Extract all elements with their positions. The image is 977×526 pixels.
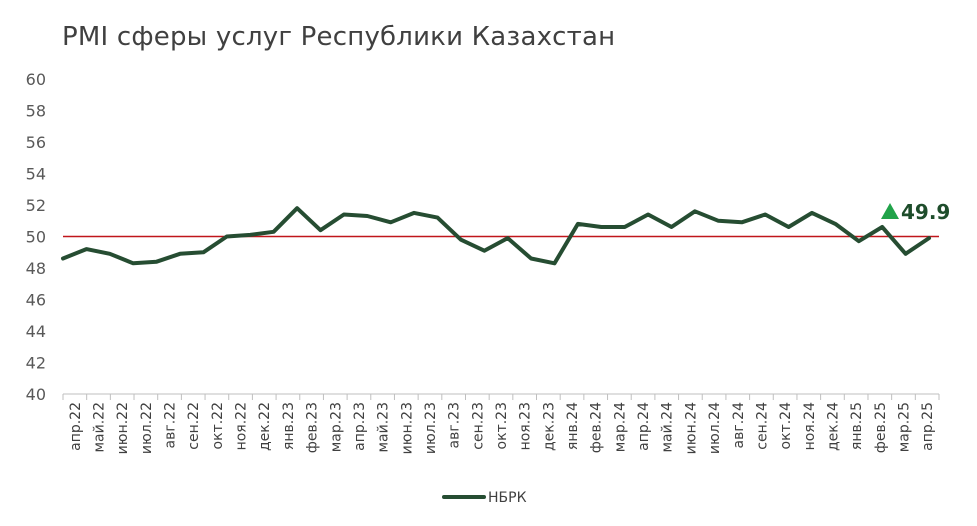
- x-tick-label: янв.24: [565, 402, 581, 450]
- x-tick-label: янв.25: [849, 402, 865, 450]
- x-tick-label: июн.22: [115, 402, 131, 454]
- x-axis-labels: апр.22 май.22 июн.22 июл.22 авг.22 сен.22 окт.…: [68, 402, 936, 454]
- up-triangle-icon: [881, 203, 899, 219]
- x-tick-label: мар.25: [896, 402, 912, 452]
- y-tick-label: 44: [26, 322, 46, 341]
- y-tick-label: 52: [26, 196, 46, 215]
- x-tick-label: авг.24: [731, 402, 747, 449]
- x-tick-label: апр.23: [352, 402, 368, 451]
- x-tick-label: май.22: [92, 402, 108, 453]
- y-tick-label: 46: [26, 291, 46, 310]
- y-tick-label: 54: [26, 165, 46, 184]
- y-tick-label: 48: [26, 259, 46, 278]
- x-tick-label: дек.24: [825, 402, 841, 451]
- x-tick-label: апр.22: [68, 402, 84, 451]
- x-tick-label: ноя.22: [234, 402, 250, 450]
- x-tick-label: авг.23: [447, 402, 463, 448]
- x-tick-label: июн.24: [683, 402, 699, 454]
- x-tick-label: окт.24: [778, 402, 794, 450]
- x-tick-label: сен.22: [186, 402, 202, 450]
- y-tick-label: 50: [26, 228, 46, 247]
- x-tick-label: янв.23: [281, 402, 297, 450]
- legend-label: НБРК: [488, 490, 527, 506]
- x-tick-label: май.24: [660, 402, 676, 453]
- series-line-nbrk: [61, 206, 931, 266]
- last-value-label: 49.9: [901, 200, 950, 224]
- x-tick-label: дек.23: [541, 402, 557, 451]
- x-tick-label: сен.23: [470, 402, 486, 450]
- x-tick-label: май.23: [376, 402, 392, 453]
- x-tick-label: фев.23: [305, 402, 321, 453]
- y-tick-label: 56: [26, 133, 46, 152]
- x-tick-label: окт.23: [494, 402, 510, 449]
- x-tick-label: авг.22: [163, 402, 179, 448]
- x-tick-label: окт.22: [210, 402, 226, 449]
- y-tick-label: 42: [26, 354, 46, 373]
- x-tick-label: июл.22: [139, 402, 155, 454]
- x-tick-label: апр.25: [920, 402, 936, 451]
- x-tick-label: фев.25: [873, 402, 889, 453]
- x-tick-label: сен.24: [754, 402, 770, 450]
- y-tick-label: 58: [26, 102, 46, 121]
- x-tick-label: мар.23: [328, 402, 344, 452]
- y-tick-label: 60: [26, 70, 46, 89]
- x-tick-label: июл.24: [707, 402, 723, 454]
- x-axis-tick-marks: [62, 394, 940, 400]
- x-tick-label: ноя.24: [802, 402, 818, 450]
- x-tick-label: мар.24: [612, 402, 628, 452]
- x-tick-label: июл.23: [423, 402, 439, 454]
- x-tick-label: апр.24: [636, 402, 652, 451]
- x-tick-label: фев.24: [589, 402, 605, 453]
- y-axis-ticks: 40 42 44 46 48 50 52 54 56 58 60: [26, 70, 46, 404]
- x-tick-label: июн.23: [399, 402, 415, 454]
- x-tick-label: дек.22: [257, 402, 273, 451]
- y-tick-label: 40: [26, 385, 46, 404]
- chart-title: PMI сферы услуг Республики Казахстан: [62, 22, 616, 52]
- x-tick-label: ноя.23: [518, 402, 534, 450]
